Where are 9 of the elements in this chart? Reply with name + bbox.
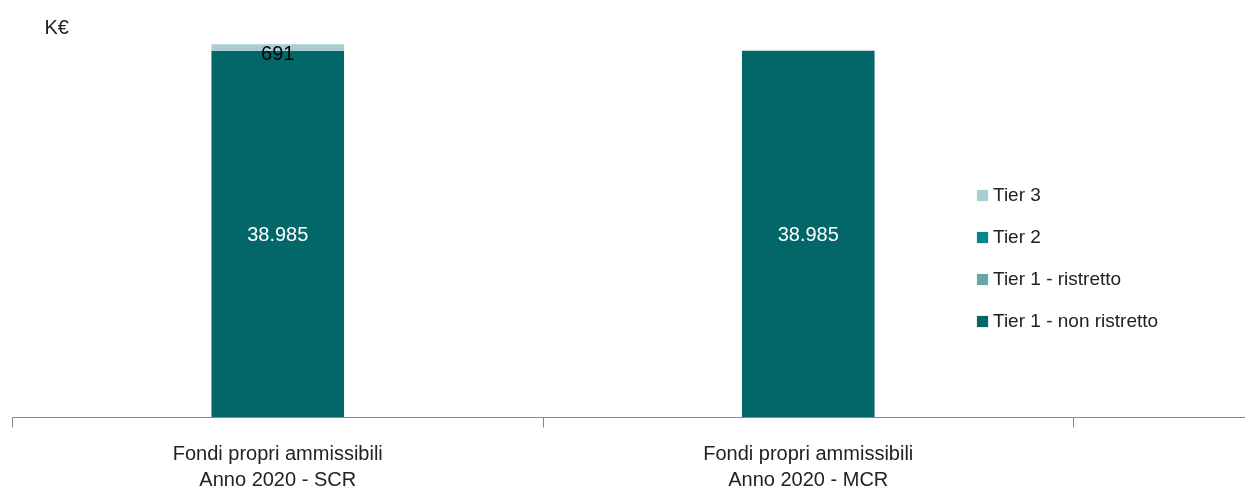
legend-label: Tier 1 - ristretto xyxy=(993,268,1122,290)
data-label: 38.985 xyxy=(247,223,309,246)
legend-label: Tier 1 - non ristretto xyxy=(993,310,1159,332)
y-axis-title: K€ xyxy=(44,15,69,38)
data-label: 38.985 xyxy=(777,223,839,246)
legend-label: Tier 3 xyxy=(993,184,1041,206)
x-tick-label: Fondi propri ammissibili Anno 2020 - SCR xyxy=(172,441,383,490)
x-tick-label: Fondi propri ammissibili Anno 2020 - MCR xyxy=(703,441,914,490)
legend-label: Tier 2 xyxy=(993,226,1041,248)
